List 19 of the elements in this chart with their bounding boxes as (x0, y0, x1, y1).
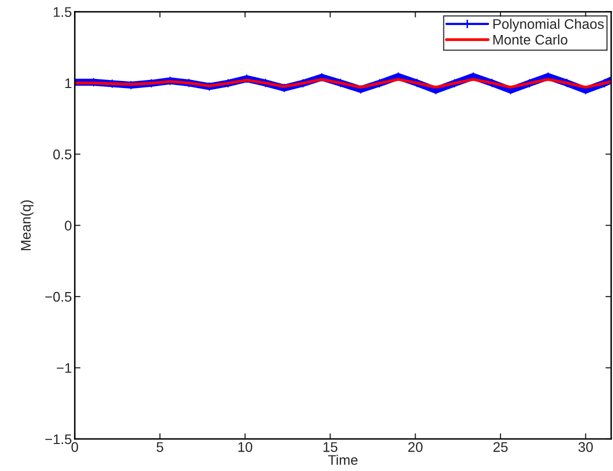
y-tick-label: 1 (65, 78, 72, 88)
x-tick-label: 0 (71, 442, 78, 452)
y-tick-label: 1.5 (54, 7, 72, 17)
x-axis-title: Time (328, 454, 358, 465)
x-tick-label: 15 (324, 442, 338, 452)
legend-label: Monte Carlo (493, 34, 568, 45)
y-axis-title: Mean(q) (20, 200, 34, 250)
y-tick-label: −0.5 (45, 292, 72, 302)
x-tick-label: 25 (493, 442, 508, 452)
x-tick-label: 20 (408, 442, 423, 452)
x-tick-label: 30 (578, 442, 593, 452)
y-tick-label: −1.5 (45, 434, 72, 444)
y-tick-label: 0.5 (53, 150, 72, 160)
y-tick-label: −1 (56, 363, 72, 373)
x-tick-label: 10 (238, 442, 252, 452)
line-series (74, 78, 612, 89)
x-tick-label: 5 (156, 442, 164, 452)
legend-label: Polynomial Chaos (493, 18, 604, 32)
y-tick-label: 0 (64, 220, 72, 231)
